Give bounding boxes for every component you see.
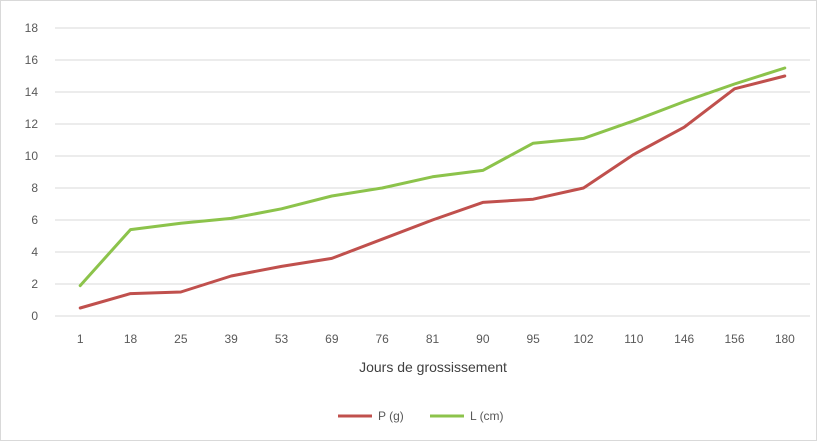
x-tick-label: 95 [526, 332, 540, 346]
x-tick-label: 180 [775, 332, 795, 346]
x-tick-label: 69 [325, 332, 339, 346]
y-tick-label: 12 [25, 117, 39, 131]
x-tick-label: 90 [476, 332, 490, 346]
x-tick-label: 1 [77, 332, 84, 346]
y-tick-label: 18 [25, 21, 39, 35]
legend-label-0: P (g) [378, 409, 404, 423]
y-tick-label: 6 [31, 213, 38, 227]
series-line-1 [78, 66, 787, 288]
y-tick-label: 8 [31, 181, 38, 195]
y-tick-label: 4 [31, 245, 38, 259]
y-axis-ticks: 0 2 4 6 8 10 12 14 16 18 [25, 21, 39, 323]
x-tick-label: 18 [124, 332, 138, 346]
x-tick-label: 25 [174, 332, 188, 346]
y-tick-label: 2 [31, 277, 38, 291]
series-line-0 [78, 74, 787, 310]
x-tick-label: 156 [724, 332, 744, 346]
gridlines [55, 27, 810, 317]
x-tick-label: 110 [624, 332, 643, 346]
y-tick-label: 0 [31, 309, 38, 323]
x-tick-label: 81 [426, 332, 440, 346]
y-tick-label: 16 [25, 53, 39, 67]
y-tick-label: 10 [25, 149, 39, 163]
x-axis-title: Jours de grossissement [359, 359, 507, 375]
x-tick-label: 146 [674, 332, 694, 346]
legend-label-1: L (cm) [470, 409, 504, 423]
x-tick-label: 39 [224, 332, 238, 346]
legend: P (g) L (cm) [338, 409, 504, 423]
series-lines [78, 66, 787, 310]
x-tick-label: 53 [275, 332, 289, 346]
x-axis-ticks: 1 18 25 39 53 69 76 81 90 95 102 110 146 156 180 [77, 332, 795, 346]
x-tick-label: 102 [573, 332, 593, 346]
x-tick-label: 76 [375, 332, 389, 346]
y-tick-label: 14 [25, 85, 39, 99]
